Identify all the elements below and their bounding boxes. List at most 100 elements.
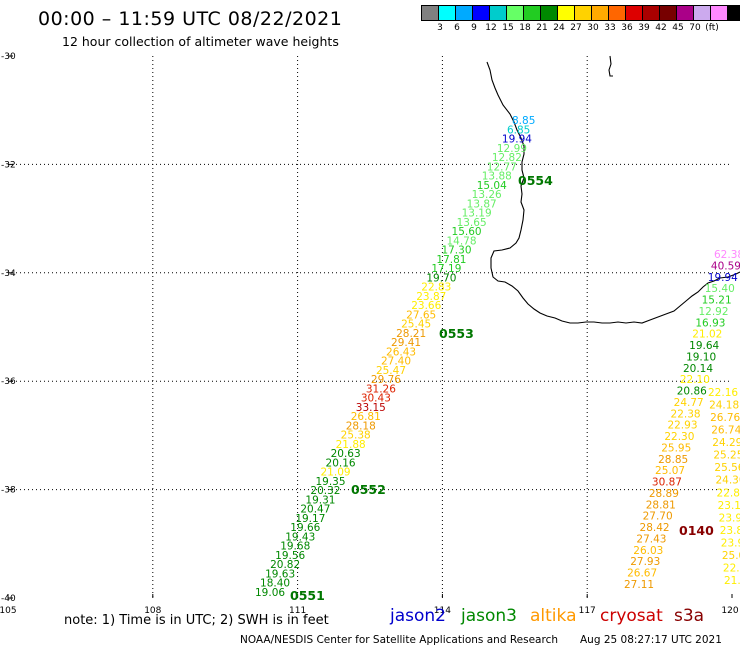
- wave-height-value: 20.63: [331, 448, 361, 460]
- colorbar-labels: 3 6 9 12 15 18 21 24 27 30 33 36 39 42 45 70 (ft): [421, 23, 740, 35]
- wave-height-value: 29.76: [371, 374, 401, 386]
- colorbar-swatch: [592, 6, 609, 20]
- map-grid: [8, 56, 732, 598]
- wave-height-value: 24.18: [709, 400, 739, 412]
- colorbar-label: 9: [471, 23, 477, 33]
- colorbar-swatch: [626, 6, 643, 20]
- wave-height-value: 13.87: [467, 198, 497, 210]
- wave-height-value: 28.81: [646, 499, 676, 511]
- wave-height-value: 27.93: [630, 556, 660, 568]
- longitude-label: 117: [579, 606, 596, 616]
- latitude-label: -32: [1, 160, 16, 170]
- australia-coastline: [486, 55, 740, 324]
- colorbar-label: 24: [553, 23, 565, 33]
- wave-height-value: 28.18: [346, 420, 376, 432]
- wave-height-value: 22.44: [723, 562, 740, 574]
- generated-timestamp: Aug 25 08:27:17 UTC 2021: [580, 634, 722, 646]
- latitude-label: -38: [1, 486, 16, 496]
- wave-height-value: 30.43: [361, 393, 391, 405]
- wave-height-value: 28.85: [658, 454, 688, 466]
- latitude-label: -40: [1, 594, 16, 604]
- wave-height-value: 28.89: [649, 488, 679, 500]
- colorbar-swatch: [439, 6, 456, 20]
- wave-height-value: 13.26: [472, 189, 502, 201]
- wave-height-value: 24.77: [674, 397, 704, 409]
- wave-height-value: 27.43: [636, 533, 666, 545]
- colorbar-swatch: [473, 6, 490, 20]
- colorbar-label: 15: [502, 23, 514, 33]
- colorbar-swatch: [575, 6, 592, 20]
- mission-legend-item: altika: [530, 606, 577, 626]
- coastline-west: [486, 61, 740, 324]
- colorbar-label: 42: [655, 23, 667, 33]
- wave-height-value: 21.06: [724, 575, 740, 587]
- wave-height-value: 40.59: [711, 260, 740, 272]
- wave-height-value: 23.87: [416, 291, 446, 303]
- mission-legend-item: jason2: [390, 606, 446, 626]
- colorbar-label: 30: [587, 23, 599, 33]
- wave-height-value: 27.65: [406, 309, 436, 321]
- wave-height-value: 26.76: [710, 412, 740, 424]
- wave-height-value: 21.02: [692, 329, 722, 341]
- wave-height-value: 24.29: [712, 437, 740, 449]
- wave-height-value: 19.56: [275, 550, 305, 562]
- map-title: 00:00 – 11:59 UTC 08/22/2021: [38, 8, 343, 30]
- wave-height-value: 12.99: [497, 143, 527, 155]
- wave-height-value: 16.93: [695, 317, 725, 329]
- map-axes: -30 -32 -34 -36 -38 -40 105 108 111 114 117 120: [0, 52, 739, 616]
- colorbar-label: 6: [454, 23, 460, 33]
- colorbar-swatch: [694, 6, 711, 20]
- colorbar-swatch: [728, 6, 740, 20]
- wave-height-value: 19.31: [305, 494, 335, 506]
- wave-height-value: 17.19: [431, 263, 461, 275]
- wave-height-value: 19.70: [426, 272, 456, 284]
- latitude-label: -36: [1, 377, 16, 387]
- colorbar-swatch: [507, 6, 524, 20]
- longitude-label: 111: [289, 606, 306, 616]
- colorbar-swatch: [677, 6, 694, 20]
- wave-height-value: 22.30: [664, 431, 694, 443]
- wave-height-value: 23.82: [720, 525, 740, 537]
- latitude-label: -30: [1, 52, 16, 62]
- wave-height-value: 15.21: [702, 295, 732, 307]
- colorbar-swatch: [643, 6, 660, 20]
- wave-height-value: 19.17: [295, 513, 325, 525]
- wave-height-value: 20.32: [310, 485, 340, 497]
- wave-height-value: 20.14: [683, 363, 713, 375]
- wave-height-value: 13.88: [482, 171, 512, 183]
- wave-height-value: 13.65: [457, 217, 487, 229]
- wave-height-value: 19.64: [689, 340, 719, 352]
- wave-height-value: 19.35: [315, 476, 345, 488]
- wave-height-value: 22.38: [671, 408, 701, 420]
- wave-height-value: 17.81: [436, 254, 466, 266]
- pass-label: 0551: [290, 588, 325, 603]
- colorbar-swatch: [711, 6, 728, 20]
- wave-height-value: 25.03: [722, 550, 740, 562]
- colorbar-label: (ft): [705, 23, 719, 33]
- wave-height-value: 27.40: [381, 356, 411, 368]
- wave-height-value: 23.95: [719, 512, 740, 524]
- colorbar-label: 21: [536, 23, 548, 33]
- wave-height-value: 19.68: [280, 541, 310, 553]
- colorbar-label: 45: [672, 23, 684, 33]
- wave-height-value: 23.99: [721, 537, 740, 549]
- wave-height-value: 20.82: [270, 559, 300, 571]
- colorbar-swatch: [524, 6, 541, 20]
- pass-label: 0554: [518, 173, 553, 188]
- wave-height-value: 25.45: [401, 319, 431, 331]
- wave-height-value: 31.26: [366, 383, 396, 395]
- pass-label: 0140: [679, 523, 714, 538]
- colorbar-label: 12: [485, 23, 497, 33]
- wave-height-value: 29.41: [391, 337, 421, 349]
- longitude-label: 120: [721, 606, 738, 616]
- wave-height-value: 25.95: [661, 442, 691, 454]
- wave-height-value: 26.74: [711, 425, 740, 437]
- wave-height-value: 19.06: [255, 587, 285, 599]
- longitude-label: 114: [434, 606, 451, 616]
- colorbar-label: 3: [437, 23, 443, 33]
- wave-height-value: 21.09: [321, 467, 351, 479]
- wave-height-value: 22.83: [421, 282, 451, 294]
- colorbar-label: 18: [519, 23, 531, 33]
- wave-height-value: 15.40: [705, 283, 735, 295]
